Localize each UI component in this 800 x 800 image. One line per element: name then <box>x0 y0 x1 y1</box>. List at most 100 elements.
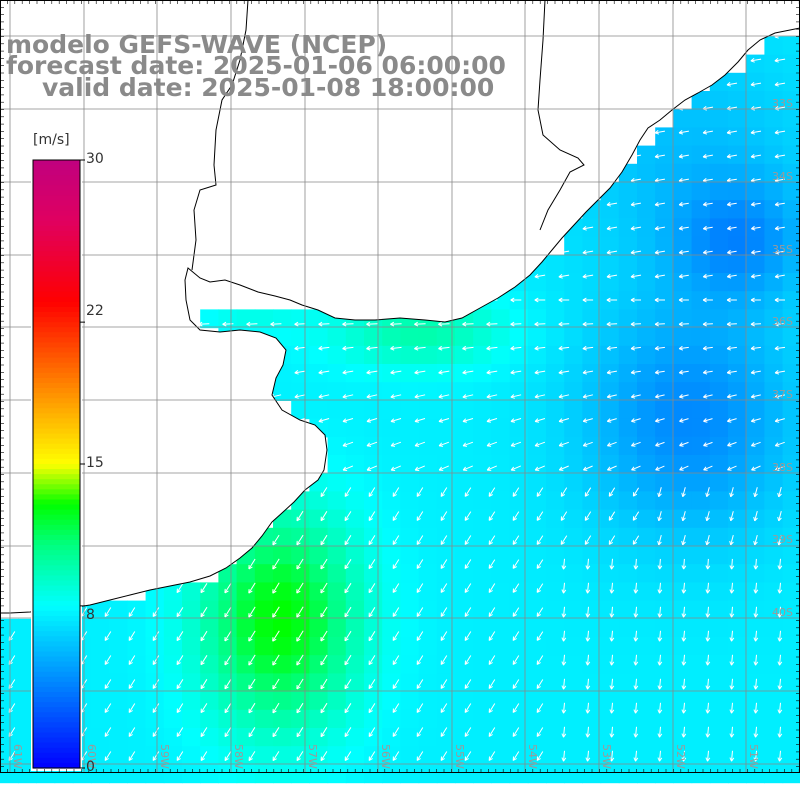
wind-arrow <box>584 487 592 497</box>
wind-cell <box>600 418 620 438</box>
wind-arrow <box>294 345 306 351</box>
wind-cell <box>764 709 784 729</box>
wind-cell <box>655 327 674 347</box>
wind-arrow <box>607 441 617 447</box>
wind-arrow <box>224 678 232 690</box>
wind-cell <box>291 527 310 547</box>
wind-cell <box>600 728 620 747</box>
wind-arrow <box>512 487 520 497</box>
wind-arrow <box>342 441 354 447</box>
wind-arrow <box>729 582 735 594</box>
wind-arrow <box>488 727 496 737</box>
wind-cell <box>182 600 201 620</box>
wind-arrow <box>342 321 354 327</box>
wind-cell <box>273 527 292 547</box>
wind-arrow <box>633 606 639 618</box>
wind-cell <box>473 345 492 365</box>
wind-cell <box>509 582 529 602</box>
wind-cell <box>400 345 420 365</box>
wind-cell <box>728 291 747 310</box>
wind-cell <box>655 764 674 784</box>
wind-cell <box>382 673 401 693</box>
wind-cell <box>709 564 729 583</box>
wind-cell <box>473 764 492 784</box>
wind-cell <box>436 691 456 711</box>
lon-label: 55W <box>453 744 466 769</box>
wind-cell <box>746 691 765 711</box>
wind-cell <box>400 455 420 474</box>
wind-arrow <box>344 630 352 642</box>
wind-cell <box>764 291 784 310</box>
wind-cell <box>364 400 383 420</box>
wind-cell <box>564 600 583 620</box>
wind-cell <box>546 637 565 656</box>
wind-arrow <box>582 394 594 399</box>
wind-arrow <box>272 751 280 762</box>
wind-cell <box>455 509 474 529</box>
wind-cell <box>655 709 674 729</box>
wind-cell <box>527 746 547 765</box>
wind-arrow <box>200 606 208 618</box>
wind-cell <box>200 764 219 784</box>
wind-cell <box>618 455 638 474</box>
wind-cell <box>764 418 784 438</box>
wind-arrow <box>390 441 402 447</box>
wind-cell <box>418 455 438 474</box>
wind-cell <box>691 746 711 765</box>
colorbar-tick-label: 8 <box>86 607 95 623</box>
wind-arrow <box>486 370 498 375</box>
wind-cell <box>673 455 693 474</box>
wind-arrow <box>654 250 665 255</box>
wind-arrow <box>585 582 591 594</box>
wind-cell <box>600 236 620 256</box>
wind-arrow <box>608 487 616 497</box>
wind-cell <box>709 127 729 147</box>
wind-arrow <box>104 655 112 665</box>
wind-arrow <box>248 630 256 642</box>
wind-cell <box>764 400 784 420</box>
wind-cell <box>782 382 800 401</box>
wind-arrow <box>390 394 402 399</box>
wind-cell <box>527 673 547 693</box>
wind-cell <box>455 618 474 638</box>
wind-arrow <box>633 726 639 738</box>
wind-cell <box>655 218 674 238</box>
wind-cell <box>364 618 383 638</box>
wind-arrow <box>294 321 306 327</box>
wind-cell <box>182 618 201 638</box>
wind-arrow <box>774 202 785 207</box>
wind-arrow <box>729 726 735 738</box>
wind-arrow <box>368 679 376 690</box>
wind-cell <box>746 546 765 565</box>
wind-cell <box>345 600 365 620</box>
wind-cell <box>200 600 219 620</box>
wind-arrow <box>702 369 713 375</box>
wind-cell <box>491 509 511 529</box>
wind-cell <box>291 309 310 329</box>
wind-arrow <box>198 321 210 327</box>
wind-cell <box>582 491 602 511</box>
wind-arrow <box>248 558 256 570</box>
wind-cell <box>564 254 583 274</box>
wind-cell <box>709 145 729 165</box>
wind-arrow <box>633 582 639 594</box>
wind-cell <box>473 600 492 620</box>
wind-arrow <box>609 582 615 594</box>
wind-cell <box>637 655 656 674</box>
wind-cell <box>673 637 693 656</box>
wind-cell <box>327 436 347 456</box>
wind-cell <box>637 309 656 329</box>
wind-cell <box>655 400 674 420</box>
wind-arrow <box>777 582 783 594</box>
wind-cell <box>109 600 128 620</box>
wind-cell <box>728 218 747 238</box>
wind-arrow <box>630 274 642 279</box>
wind-cell <box>163 709 183 729</box>
wind-cell <box>746 673 765 693</box>
wind-cell <box>691 309 711 329</box>
wind-cell <box>509 309 529 329</box>
wind-arrow <box>775 465 785 471</box>
wind-arrow <box>703 465 713 471</box>
wind-arrow <box>464 703 472 713</box>
wind-arrow <box>464 679 472 689</box>
